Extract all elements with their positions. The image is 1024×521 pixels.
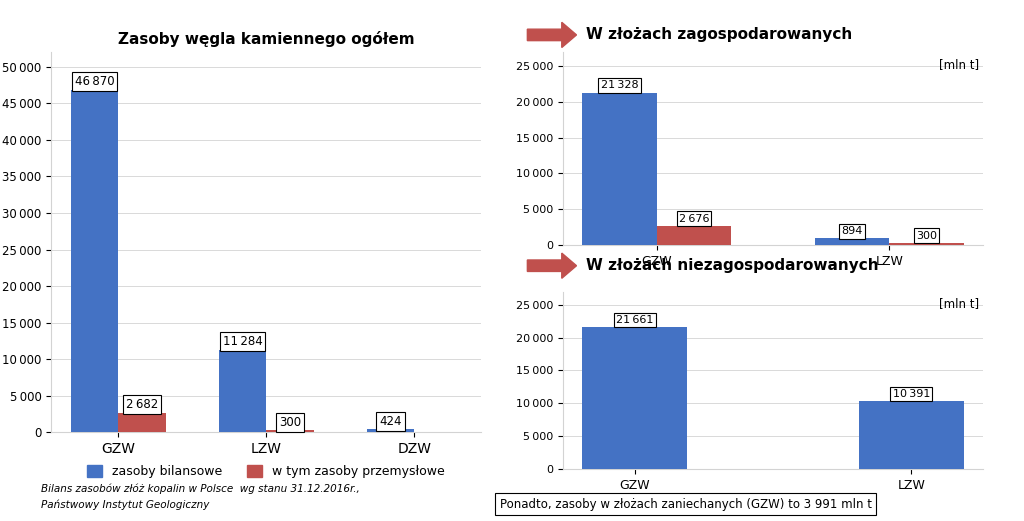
Text: 300: 300 <box>916 231 937 241</box>
Text: 11 284: 11 284 <box>222 336 262 349</box>
Text: W złożach zagospodarowanych: W złożach zagospodarowanych <box>586 28 852 42</box>
Text: Bilans zasobów złóż kopalin w Polsce  wg stanu 31.12.2016r.,: Bilans zasobów złóż kopalin w Polsce wg … <box>41 484 359 494</box>
Text: [mln t]: [mln t] <box>939 297 979 310</box>
Text: 2 682: 2 682 <box>126 399 158 412</box>
Bar <box>583 93 656 245</box>
Bar <box>266 430 313 432</box>
Title: Zasoby węgla kamiennego ogółem: Zasoby węgla kamiennego ogółem <box>118 31 415 47</box>
Text: Ponadto, zasoby w złożach zaniechanych (GZW) to 3 991 mln t: Ponadto, zasoby w złożach zaniechanych (… <box>500 498 871 511</box>
Text: 21 661: 21 661 <box>616 315 653 325</box>
Bar <box>219 350 266 432</box>
Bar <box>656 226 731 245</box>
FancyArrow shape <box>527 22 577 47</box>
Text: Państwowy Instytut Geologiczny: Państwowy Instytut Geologiczny <box>41 500 209 510</box>
Bar <box>71 90 118 432</box>
Bar <box>367 429 415 432</box>
Bar <box>890 243 964 245</box>
Text: 10 391: 10 391 <box>893 389 930 399</box>
Text: 424: 424 <box>380 415 401 428</box>
Text: 300: 300 <box>279 416 301 429</box>
Text: 894: 894 <box>842 226 863 237</box>
Bar <box>815 239 890 245</box>
Text: 46 870: 46 870 <box>75 75 115 88</box>
Bar <box>583 327 687 469</box>
Text: W złożach niezagospodarowanych: W złożach niezagospodarowanych <box>586 258 879 273</box>
Bar <box>859 401 964 469</box>
Text: 2 676: 2 676 <box>679 214 710 224</box>
FancyArrow shape <box>527 253 577 278</box>
Bar <box>118 413 166 432</box>
Text: [mln t]: [mln t] <box>939 58 979 71</box>
Legend: zasoby bilansowe, w tym zasoby przemysłowe: zasoby bilansowe, w tym zasoby przemysło… <box>82 460 451 483</box>
Text: 21 328: 21 328 <box>601 80 638 91</box>
